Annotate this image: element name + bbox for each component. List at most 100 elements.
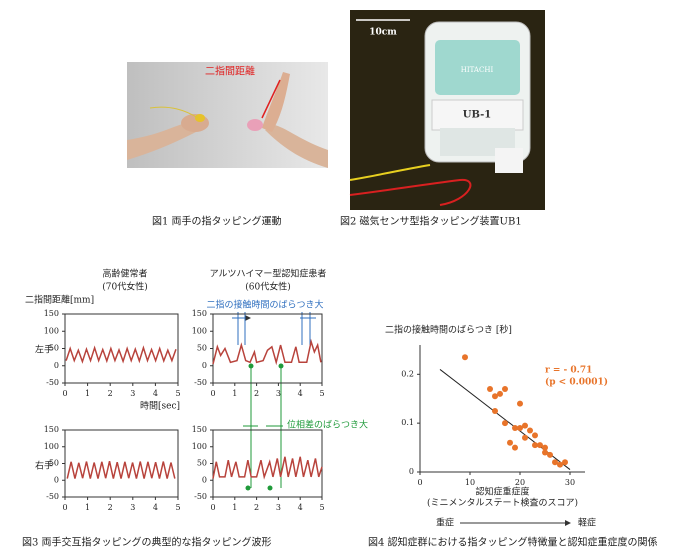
x-tick-label: 3 xyxy=(130,503,135,512)
row-label: 左手 xyxy=(35,344,53,356)
x-tick-label: 1 xyxy=(232,389,237,398)
column-detail: (70代女性) xyxy=(102,281,147,293)
y-tick-label: 150 xyxy=(44,309,59,318)
point xyxy=(492,407,498,414)
point xyxy=(522,422,528,429)
x-tick-label: 1 xyxy=(85,503,90,512)
x-tick-label: 4 xyxy=(153,503,158,512)
annotation: 位相差のばらつき大 xyxy=(287,419,368,431)
caption: 図3 両手交互指タッピングの典型的な指タッピング波形 xyxy=(22,536,272,549)
severity-label: 重症 xyxy=(436,517,454,529)
x-tick-label: 0 xyxy=(62,503,67,512)
point xyxy=(517,425,523,432)
waveform xyxy=(65,345,177,364)
point xyxy=(522,434,528,441)
point xyxy=(512,444,518,451)
point xyxy=(462,354,468,361)
device-brand: HITACHI xyxy=(461,66,494,74)
row-label: 右手 xyxy=(35,460,53,472)
point xyxy=(532,442,538,449)
x-tick-label: 0 xyxy=(210,503,215,512)
y-tick-label: 0.2 xyxy=(401,369,414,378)
point xyxy=(537,442,543,449)
point xyxy=(492,393,498,400)
waveform xyxy=(212,456,323,480)
caption: 図1 両手の指タッピング運動 xyxy=(152,215,282,228)
photo-hands xyxy=(127,62,328,168)
waveform xyxy=(212,338,322,366)
column-title: 高齢健常者 xyxy=(102,268,147,280)
y-tick-label: 150 xyxy=(192,425,207,434)
point xyxy=(532,432,538,439)
point xyxy=(562,459,568,466)
x-tick-label: 0 xyxy=(417,478,422,487)
column-title: アルツハイマー型認知症患者 xyxy=(210,268,327,280)
y-tick-label: 100 xyxy=(44,326,59,335)
y-tick-label: 50 xyxy=(197,459,207,468)
point xyxy=(542,444,548,451)
caption: 図4 認知症群における指タッピング特徴量と認知症重症度の関係 xyxy=(368,536,658,549)
x-tick-label: 4 xyxy=(298,503,303,512)
x-tick-label: 10 xyxy=(465,478,475,487)
point xyxy=(527,427,533,434)
point xyxy=(487,385,493,392)
x-tick-label: 30 xyxy=(565,478,575,487)
y-tick-label: -50 xyxy=(46,492,59,501)
y-tick-label: 100 xyxy=(192,442,207,451)
y-tick-label: 150 xyxy=(192,309,207,318)
severity-label: 軽症 xyxy=(578,517,596,529)
plot-frame xyxy=(212,313,323,384)
y-tick-label: 50 xyxy=(49,459,59,468)
caption: 図2 磁気センサ型指タッピング装置UB1 xyxy=(340,215,522,228)
x-tick-label: 3 xyxy=(130,389,135,398)
photo-device xyxy=(349,10,545,210)
x-tick-label: 5 xyxy=(319,503,324,512)
x-tick-label: 20 xyxy=(515,478,525,487)
y-tick-label: 0.1 xyxy=(401,418,414,427)
annotation-marks xyxy=(232,312,316,491)
annotation: 二指の接触時間のばらつき大 xyxy=(206,299,323,311)
annotation: (p < 0.0001) xyxy=(545,377,608,388)
axis-line xyxy=(419,345,585,473)
x-tick-label: 3 xyxy=(276,503,281,512)
x-tick-label: 5 xyxy=(175,503,180,512)
y-tick-label: -50 xyxy=(46,378,59,387)
x-tick-label: 4 xyxy=(298,389,303,398)
point xyxy=(502,420,508,427)
x-tick-label: 5 xyxy=(319,389,324,398)
photo-label: 二指間距離 xyxy=(205,65,255,78)
waveform xyxy=(66,460,176,479)
x-tick-label: 2 xyxy=(254,389,259,398)
point xyxy=(512,425,518,432)
point xyxy=(552,459,558,466)
y-tick-label: 150 xyxy=(44,425,59,434)
x-tick-label: 2 xyxy=(108,389,113,398)
y-tick-label: 100 xyxy=(44,442,59,451)
x-axis-subtitle: (ミニメンタルステート検査のスコア) xyxy=(427,497,578,509)
x-tick-label: 1 xyxy=(85,389,90,398)
x-tick-label: 3 xyxy=(276,389,281,398)
point xyxy=(497,390,503,397)
point xyxy=(542,449,548,456)
point xyxy=(517,400,523,407)
x-tick-label: 4 xyxy=(153,389,158,398)
y-tick-label: 0 xyxy=(54,361,59,370)
y-tick-label: -50 xyxy=(194,492,207,501)
y-tick-label: 0 xyxy=(202,361,207,370)
y-tick-label: 0 xyxy=(202,475,207,484)
point xyxy=(557,461,563,468)
x-axis-title: 認知症重症度 xyxy=(475,486,529,498)
chart-title: 二指の接触時間のばらつき [秒] xyxy=(385,324,512,336)
point xyxy=(507,439,513,446)
y-tick-label: 50 xyxy=(49,344,59,353)
x-tick-label: 5 xyxy=(175,389,180,398)
device-model: UB-1 xyxy=(463,110,491,121)
x-tick-label: 1 xyxy=(232,503,237,512)
x-tick-label: 2 xyxy=(108,503,113,512)
x-tick-label: 0 xyxy=(210,389,215,398)
scale-label: 10cm xyxy=(369,28,397,38)
column-detail: (60代女性) xyxy=(245,281,290,293)
y-tick-label: 100 xyxy=(192,326,207,335)
plot-frame xyxy=(64,429,179,498)
